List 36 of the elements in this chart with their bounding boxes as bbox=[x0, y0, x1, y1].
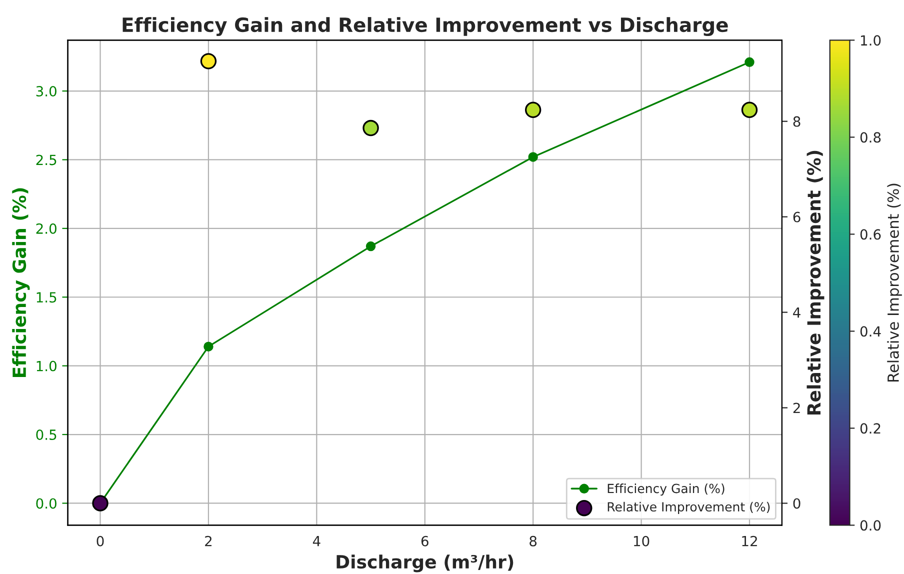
y2-tick-label: 8 bbox=[793, 116, 800, 127]
x-tick-label: 12 bbox=[742, 536, 757, 546]
y2-tick-label: 6 bbox=[793, 212, 800, 222]
y-tick-label: 1.0 bbox=[36, 360, 56, 372]
x-tick-label: 8 bbox=[530, 536, 537, 546]
x-tick-label: 0 bbox=[96, 536, 104, 546]
point bbox=[366, 241, 376, 252]
color-bar-label: 0.6 bbox=[860, 229, 881, 240]
y-tick-label: 2.5 bbox=[36, 154, 56, 166]
y-tick-label: 0.0 bbox=[36, 498, 56, 509]
x-tick-label: 6 bbox=[421, 536, 428, 546]
y-tick-label: 3.0 bbox=[36, 86, 56, 96]
x-tick-label: 4 bbox=[312, 536, 320, 546]
y-tick-label: 1.5 bbox=[36, 292, 56, 303]
x-tick-label: 10 bbox=[634, 536, 650, 546]
y-axis-title: Efficiency Gain (%) bbox=[12, 188, 30, 377]
x-axis-title: Discharge (m³/hr) bbox=[336, 554, 514, 572]
color-bar-label: 0.8 bbox=[860, 132, 881, 143]
color-bar-label: 0.0 bbox=[860, 520, 881, 531]
color-bar-label: 0.4 bbox=[860, 326, 881, 337]
y2-tick-label: 4 bbox=[793, 307, 800, 318]
chart-title: Efficiency Gain and Relative Improvement vs Discharge bbox=[122, 17, 728, 36]
color-bar-title: Relative Improvement (%) bbox=[887, 184, 902, 382]
y2-tick-label: 0 bbox=[793, 498, 800, 509]
legend-label: Efficiency Gain (%) bbox=[608, 484, 724, 496]
color-bar-label: 1.0 bbox=[861, 35, 881, 46]
x-tick-label: 2 bbox=[205, 536, 212, 546]
y2-axis-title: Relative Improvement (%) bbox=[806, 150, 824, 414]
point bbox=[744, 57, 754, 68]
y2-tick-label: 2 bbox=[793, 402, 800, 414]
legend-label: Relative Improvement (%) bbox=[608, 502, 770, 514]
point bbox=[204, 342, 214, 352]
color-bar-label: 0.2 bbox=[860, 423, 880, 434]
point bbox=[528, 152, 538, 162]
y-tick-label: 2.0 bbox=[36, 223, 56, 234]
y-tick-label: 0.5 bbox=[36, 429, 56, 440]
